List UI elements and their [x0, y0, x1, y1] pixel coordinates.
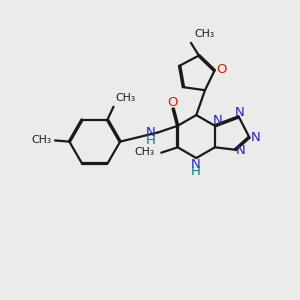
Text: CH₃: CH₃: [31, 135, 52, 145]
Text: N: N: [191, 158, 201, 171]
Text: CH₃: CH₃: [134, 147, 155, 157]
Text: CH₃: CH₃: [194, 29, 215, 39]
Text: N: N: [212, 114, 222, 127]
Text: N: N: [235, 106, 244, 118]
Text: N: N: [251, 131, 261, 144]
Text: H: H: [191, 165, 201, 178]
Text: H: H: [146, 134, 155, 147]
Text: N: N: [146, 126, 155, 139]
Text: N: N: [236, 144, 245, 158]
Text: O: O: [216, 63, 226, 76]
Text: CH₃: CH₃: [115, 93, 135, 103]
Text: O: O: [167, 96, 178, 109]
